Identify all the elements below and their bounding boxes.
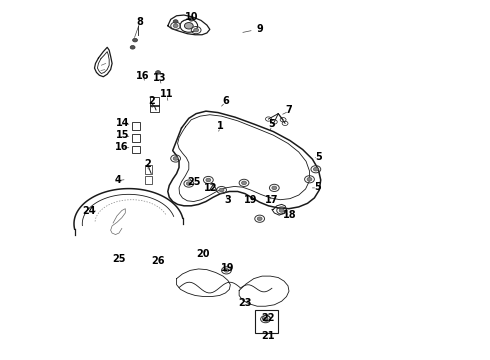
Text: 25: 25 [187,177,200,187]
Text: 12: 12 [204,183,218,193]
Bar [145,176,152,184]
Circle shape [219,188,224,192]
Text: 14: 14 [116,118,129,128]
Text: 2: 2 [148,96,154,106]
Circle shape [173,20,178,23]
Bar [132,145,141,153]
Text: 1: 1 [217,121,224,131]
Bar [150,97,159,106]
Text: 3: 3 [224,195,231,205]
Circle shape [189,18,194,21]
Circle shape [186,182,191,185]
Text: 24: 24 [82,206,96,216]
Text: 15: 15 [116,130,129,140]
Circle shape [133,39,138,42]
Bar [255,310,278,333]
Text: 22: 22 [262,313,275,323]
Text: 5: 5 [269,120,275,129]
Text: 4: 4 [115,175,122,185]
Circle shape [194,28,198,32]
Text: 16: 16 [115,141,128,152]
Text: 26: 26 [151,256,165,266]
Text: 2: 2 [144,159,150,169]
Circle shape [272,186,277,190]
Circle shape [156,71,160,74]
Circle shape [130,45,135,49]
Circle shape [224,269,229,272]
Text: 19: 19 [244,195,258,206]
Circle shape [279,209,284,212]
Text: 9: 9 [256,24,263,35]
Circle shape [184,23,193,29]
Text: 5: 5 [314,182,320,192]
Text: 13: 13 [153,73,166,83]
Text: 6: 6 [222,96,229,106]
Circle shape [242,181,246,185]
Circle shape [307,177,312,181]
Bar [150,105,159,112]
Text: 21: 21 [262,331,275,341]
Text: 11: 11 [160,89,173,99]
Text: 20: 20 [196,248,210,258]
Text: 19: 19 [221,263,235,273]
Circle shape [263,318,268,321]
Circle shape [314,167,318,171]
Text: 17: 17 [265,195,279,206]
Text: 23: 23 [238,298,252,308]
Text: 5: 5 [315,152,321,162]
Circle shape [173,24,178,28]
Text: 16: 16 [136,71,149,81]
Bar [145,165,152,174]
Circle shape [265,317,268,319]
Text: 8: 8 [137,17,144,27]
Text: 18: 18 [283,210,297,220]
Circle shape [173,157,178,160]
Text: 7: 7 [286,105,293,115]
Circle shape [206,178,211,182]
Text: 25: 25 [112,254,126,264]
Text: 10: 10 [185,12,198,22]
Bar [132,122,141,130]
Bar [132,134,141,141]
Circle shape [257,217,262,221]
